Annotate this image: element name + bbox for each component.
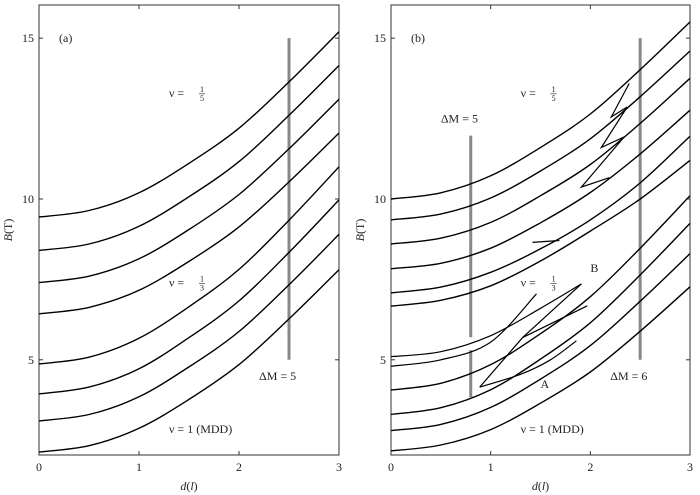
transition-segment (532, 239, 560, 243)
y-axis-label: B(T) (1, 219, 15, 242)
x-tick-label: 2 (236, 460, 242, 474)
filling-factor-label: ν = (169, 86, 184, 100)
curve-level-6 (390, 135, 691, 294)
curve-level-2 (390, 253, 691, 432)
fraction-numerator: 1 (200, 85, 204, 94)
filling-factor-label: ν = (521, 276, 536, 290)
x-axis-label-part: ( (538, 479, 542, 493)
x-tick-label: 3 (687, 460, 693, 474)
x-tick-label: 0 (388, 460, 394, 474)
fraction-numerator: 1 (552, 85, 556, 94)
x-axis-label-part: l (542, 479, 546, 493)
x-axis-label: d(l) (532, 479, 549, 493)
fraction-denominator: 5 (552, 94, 556, 103)
curve-level-7 (38, 65, 340, 252)
y-tick-label: 15 (22, 31, 34, 45)
annotation-label: ν = 1 (MDD) (521, 422, 584, 436)
x-axis-label-part: d (532, 479, 539, 493)
annotation-label: B (590, 261, 598, 275)
fraction-denominator: 3 (200, 284, 204, 293)
annotation-label: ν = 1 (MDD) (169, 422, 232, 436)
y-tick-label: 5 (28, 353, 34, 367)
transition-segment (522, 305, 588, 339)
filling-factor-label: ν = (169, 276, 184, 290)
y-axis-label-unit: (T) (1, 219, 15, 234)
x-tick-label: 3 (336, 460, 342, 474)
x-tick-label: 1 (136, 460, 142, 474)
x-tick-label: 2 (587, 460, 593, 474)
x-axis-label-part: ) (194, 479, 198, 493)
x-axis-label: d(l) (180, 479, 197, 493)
plot-frame (38, 4, 340, 456)
transition-curve (479, 340, 577, 388)
curve-level-9 (390, 50, 691, 221)
panel-label: (a) (59, 31, 72, 45)
curve-level-4 (390, 195, 691, 391)
y-axis-label-unit: (T) (353, 219, 367, 234)
annotation-label: ΔM = 6 (610, 369, 647, 383)
y-tick-label: 15 (374, 31, 386, 45)
curve-level-8 (390, 77, 691, 245)
annotation-label: ΔM = 5 (441, 112, 478, 126)
x-axis-label-part: ( (186, 479, 190, 493)
curve-level-1 (38, 269, 340, 453)
curve-level-5 (38, 132, 340, 315)
x-axis-label-part: l (190, 479, 194, 493)
transition-segment (479, 283, 582, 388)
y-axis-label-var: B (1, 233, 15, 241)
fraction-numerator: 1 (200, 275, 204, 284)
y-axis-label: B(T) (353, 219, 367, 242)
fraction-denominator: 5 (200, 94, 204, 103)
x-axis-label-part: ) (545, 479, 549, 493)
fraction-denominator: 3 (552, 284, 556, 293)
curve-level-10 (390, 21, 691, 200)
curve-level-6 (38, 98, 340, 284)
transition-segment (579, 83, 630, 189)
panel-label: (b) (411, 31, 425, 45)
transition-curve (390, 293, 537, 367)
filling-factor-label: ν = (521, 86, 536, 100)
curve-level-3 (390, 222, 691, 416)
fraction-numerator: 1 (552, 275, 556, 284)
curve-level-2 (38, 233, 340, 422)
x-tick-label: 0 (36, 460, 42, 474)
curve-level-4 (38, 166, 340, 365)
y-tick-label: 10 (22, 192, 34, 206)
curve-level-5 (390, 159, 691, 307)
curve-level-8 (38, 31, 340, 218)
y-tick-label: 10 (374, 192, 386, 206)
y-axis-label-var: B (353, 233, 367, 241)
x-axis-label-part: d (180, 479, 187, 493)
curve-level-1 (390, 286, 691, 452)
curve-level-7 (390, 109, 691, 270)
x-tick-label: 1 (488, 460, 494, 474)
plot-frame (390, 4, 691, 456)
y-tick-label: 5 (380, 353, 386, 367)
transition-curve (390, 283, 582, 358)
annotation-label: A (541, 377, 550, 391)
annotation-label: ΔM = 5 (259, 369, 296, 383)
curve-level-3 (38, 199, 340, 395)
